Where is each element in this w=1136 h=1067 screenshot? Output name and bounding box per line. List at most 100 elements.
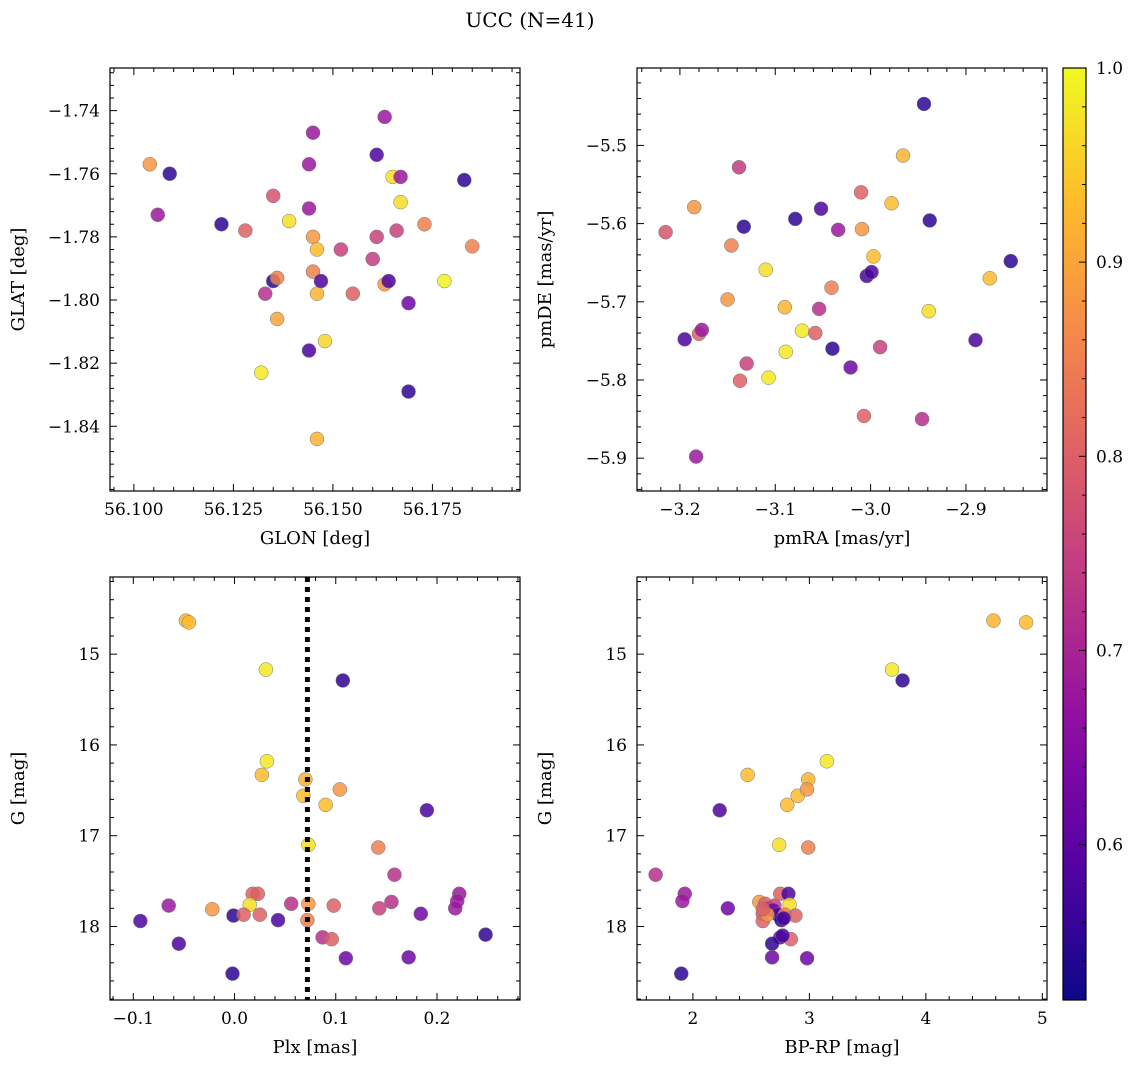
y-axis-label: G [mag]	[8, 752, 29, 825]
scatter-point	[313, 273, 329, 289]
scatter-point	[794, 323, 810, 338]
y-tick-label: −5.7	[586, 293, 627, 313]
scatter-point	[895, 148, 911, 163]
x-tick-label: 56.175	[403, 500, 462, 520]
scatter-point	[457, 172, 472, 188]
scatter-point	[811, 301, 827, 317]
y-tick-label: 15	[605, 645, 627, 665]
scatter-point	[236, 907, 251, 922]
y-tick-label: 17	[605, 827, 627, 847]
scatter-point	[813, 201, 829, 216]
scatter-point	[777, 300, 793, 315]
scatter-point	[808, 325, 823, 341]
x-tick-label: 56.150	[303, 500, 362, 520]
scatter-point	[417, 217, 432, 232]
scatter-point	[214, 217, 229, 232]
axes-frame	[636, 576, 1048, 1001]
panel-2: −3.2 −3.1 −3.0 −2.9 −5.9 −5.8 −5.7 −5.6 −5.5 pmRA…	[535, 67, 1048, 549]
scatter-point	[799, 782, 815, 797]
y-tick-label: −1.80	[48, 291, 100, 311]
scatter-point	[764, 950, 780, 965]
scatter-point	[758, 262, 773, 277]
scatter-point	[675, 893, 690, 909]
scatter-point	[819, 754, 835, 769]
scatter-point	[761, 370, 776, 385]
scatter-point	[225, 966, 240, 981]
scatter-point	[365, 251, 380, 267]
scatter-point	[686, 199, 702, 215]
scatter-point	[771, 837, 787, 853]
x-tick-label: 0.2	[423, 1009, 450, 1029]
scatter-point	[301, 157, 317, 172]
x-axis-label: pmRA [mas/yr]	[774, 528, 911, 549]
scatter-point	[281, 213, 297, 229]
scatter-point	[921, 303, 937, 319]
scatter-point	[830, 222, 846, 238]
scatter-point	[269, 311, 285, 327]
scatter-point	[1018, 615, 1034, 630]
scatter-point	[464, 239, 480, 254]
scatter-point	[866, 249, 881, 264]
scatter-point	[369, 229, 384, 245]
panel-3: −0.1 0.0 0.1 0.2 15 16 17 18 Plx [mas] G [mag]	[8, 576, 521, 1058]
scatter-point	[318, 797, 333, 813]
scatter-point	[238, 223, 253, 238]
colorbar-tick-label: 0.8	[1096, 447, 1123, 467]
panel-1: 56.100 56.125 56.150 56.175 −1.84 −1.82 −1.80 −…	[8, 67, 521, 549]
scatter-point	[914, 411, 930, 427]
scatter-point	[254, 767, 270, 783]
scatter-point	[755, 901, 771, 917]
scatter-point	[736, 219, 752, 234]
scatter-point	[393, 194, 408, 210]
scatter-point	[688, 449, 704, 464]
scatter-point	[922, 213, 937, 228]
scatter-point	[161, 898, 176, 913]
y-tick-label: −1.74	[48, 102, 100, 122]
scatter-point	[389, 223, 404, 238]
scatter-point	[720, 901, 736, 916]
scatter-point	[674, 966, 689, 981]
scatter-point	[677, 332, 692, 347]
scatter-point	[824, 280, 839, 295]
x-tick-label: −3.0	[850, 500, 891, 520]
scatter-point	[732, 373, 748, 389]
scatter-point	[384, 894, 399, 910]
scatter-point	[799, 950, 815, 966]
scatter-points	[133, 613, 493, 981]
scatter-point	[377, 109, 392, 125]
x-tick-label: −2.9	[945, 500, 986, 520]
scatter-point	[437, 273, 452, 289]
scatter-point	[332, 782, 348, 797]
scatter-point	[825, 341, 840, 356]
figure-title: UCC (N=41)	[465, 8, 594, 32]
scatter-point	[478, 927, 493, 942]
scatter-point	[712, 803, 727, 818]
scatter-point	[150, 207, 166, 223]
scatter-point	[326, 898, 341, 913]
scatter-point	[301, 343, 317, 358]
x-tick-label: 5	[1037, 1009, 1048, 1029]
scatter-point	[333, 242, 349, 257]
scatter-point	[269, 270, 285, 286]
scatter-point	[387, 867, 402, 882]
scatter-point	[258, 662, 274, 677]
scatter-point	[369, 147, 384, 163]
scatter-point	[864, 264, 879, 280]
scatter-point	[778, 344, 793, 360]
scatter-point	[254, 365, 269, 380]
y-tick-label: −5.9	[586, 449, 627, 469]
x-axis-label: GLON [deg]	[260, 528, 370, 549]
y-tick-label: 18	[605, 917, 627, 937]
colorbar: 0.6 0.7 0.8 0.9 1.0	[1062, 59, 1123, 1001]
x-tick-label: 56.125	[204, 500, 263, 520]
scatter-point	[401, 295, 416, 311]
y-tick-label: −5.5	[586, 136, 627, 156]
scatter-points	[142, 109, 480, 447]
scatter-point	[853, 185, 869, 200]
y-axis-label: GLAT [deg]	[8, 228, 29, 332]
scatter-point	[982, 271, 998, 286]
colorbar-tick-label: 0.7	[1096, 642, 1123, 662]
y-tick-label: −1.84	[48, 417, 100, 437]
scatter-point	[739, 356, 754, 371]
scatter-point	[309, 286, 325, 301]
